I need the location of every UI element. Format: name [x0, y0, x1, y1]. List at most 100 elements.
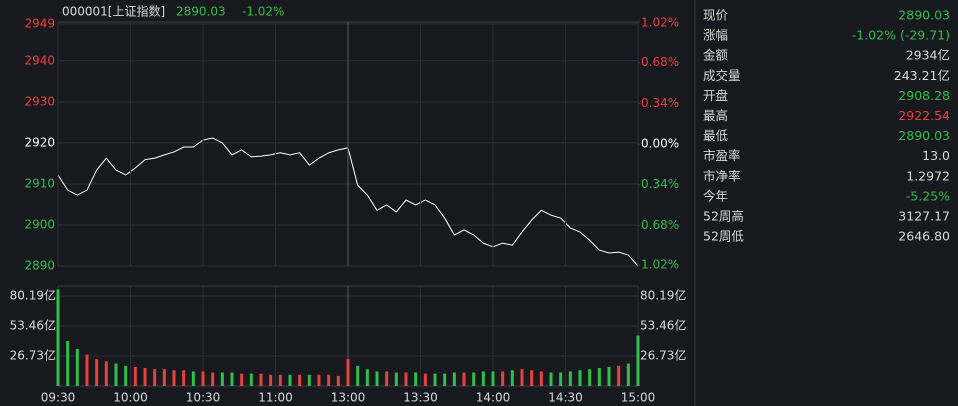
volume-bar — [414, 372, 418, 386]
volume-bar — [481, 371, 485, 386]
y-tick-label: 2910 — [24, 176, 55, 190]
quote-value: 3127.17 — [898, 209, 950, 224]
volume-bar — [597, 368, 601, 386]
volume-bar — [433, 373, 437, 386]
volume-bar — [85, 354, 89, 386]
x-tick-label: 15:00 — [621, 391, 656, 405]
volume-bar — [520, 369, 524, 386]
y-tick-label: 2920 — [24, 135, 55, 149]
volume-bar — [568, 371, 572, 386]
quote-label: 52周低 — [703, 229, 744, 244]
volume-bar — [259, 373, 263, 386]
volume-bar — [230, 372, 234, 386]
quote-value: 13.0 — [922, 148, 950, 163]
volume-bar — [443, 373, 447, 386]
y-tick-label: 2890 — [24, 259, 55, 273]
quote-label: 现价 — [703, 8, 729, 23]
volume-bar — [162, 369, 166, 386]
quote-value: 2934亿 — [906, 48, 950, 63]
y2-tick-label: 53.46亿 — [640, 318, 686, 333]
x-tick-label: 11:00 — [258, 391, 293, 405]
volume-bar — [617, 365, 621, 386]
y-tick-label: 2930 — [24, 94, 55, 108]
volume-bar — [172, 370, 176, 386]
volume-bar — [510, 370, 514, 386]
x-tick-label: 09:30 — [41, 391, 76, 405]
volume-bar — [530, 370, 534, 386]
volume-bar — [220, 372, 224, 386]
volume-bar — [578, 370, 582, 386]
index-code: 000001[上证指数] — [62, 4, 165, 19]
quote-label: 今年 — [703, 188, 728, 203]
quote-value: 2646.80 — [898, 229, 950, 244]
volume-bar — [472, 372, 476, 386]
quote-label: 金额 — [703, 48, 729, 63]
quote-label: 最低 — [703, 128, 729, 143]
quote-label: 最高 — [703, 108, 728, 123]
volume-bar — [559, 372, 563, 386]
y2-tick-label: 0.34% — [641, 96, 679, 110]
volume-bar — [124, 365, 128, 386]
volume-bar — [452, 372, 456, 386]
volume-bar — [182, 370, 186, 386]
y2-tick-label: 0.68% — [641, 55, 679, 69]
volume-bar — [327, 374, 331, 386]
y2-tick-label: 1.02% — [641, 16, 679, 30]
y-tick-label: 53.46亿 — [10, 318, 56, 333]
volume-bar — [211, 372, 215, 386]
volume-bar — [491, 371, 495, 386]
x-tick-label: 14:30 — [548, 391, 583, 405]
volume-bar — [114, 363, 118, 386]
y2-tick-label: 80.19亿 — [640, 288, 686, 303]
quote-value: 2908.28 — [898, 88, 950, 103]
volume-bar — [133, 366, 137, 386]
volume-bar — [104, 361, 108, 386]
volume-bar — [404, 372, 408, 386]
y-tick-label: 26.73亿 — [10, 348, 56, 363]
header-price: 2890.03 — [176, 5, 226, 19]
quote-label: 涨幅 — [703, 28, 728, 43]
volume-bar — [249, 373, 253, 386]
quote-value: -5.25% — [906, 188, 950, 203]
volume-bar — [501, 371, 505, 386]
x-tick-label: 10:30 — [186, 391, 221, 405]
volume-bar — [356, 365, 360, 386]
y-tick-label: 2949 — [24, 16, 55, 30]
volume-bar — [365, 369, 369, 386]
volume-bar — [346, 359, 350, 386]
x-tick-label: 14:00 — [476, 391, 511, 405]
x-tick-label: 13:00 — [331, 391, 366, 405]
volume-bar — [143, 368, 147, 386]
volume-bar — [317, 374, 321, 386]
volume-bar — [539, 371, 543, 386]
volume-bar — [278, 374, 282, 386]
quote-value: -1.02% (-29.71) — [852, 28, 950, 43]
y2-tick-label: 26.73亿 — [640, 348, 686, 363]
volume-bar — [191, 371, 195, 386]
x-tick-label: 10:00 — [113, 391, 148, 405]
volume-bar — [269, 374, 273, 386]
volume-bar — [549, 372, 553, 386]
y2-tick-label: 0.68% — [641, 218, 679, 232]
quote-value: 2890.03 — [898, 128, 950, 143]
volume-bar — [240, 373, 244, 386]
volume-bar — [394, 372, 398, 386]
volume-bar — [307, 374, 311, 386]
volume-bar — [336, 375, 340, 386]
quote-value: 243.21亿 — [894, 68, 950, 83]
volume-bar — [75, 348, 79, 386]
quote-label: 52周高 — [703, 209, 744, 224]
volume-bar — [462, 372, 466, 386]
volume-bar — [626, 363, 630, 386]
volume-bar — [607, 366, 611, 386]
volume-bar — [423, 373, 427, 386]
y2-tick-label: 1.02% — [641, 258, 679, 272]
y2-tick-label: 0.00% — [641, 137, 679, 151]
quote-label: 市盈率 — [703, 148, 741, 163]
volume-bar — [588, 369, 592, 386]
volume-bar — [636, 335, 640, 386]
volume-bar — [56, 289, 60, 386]
volume-bar — [66, 341, 70, 386]
